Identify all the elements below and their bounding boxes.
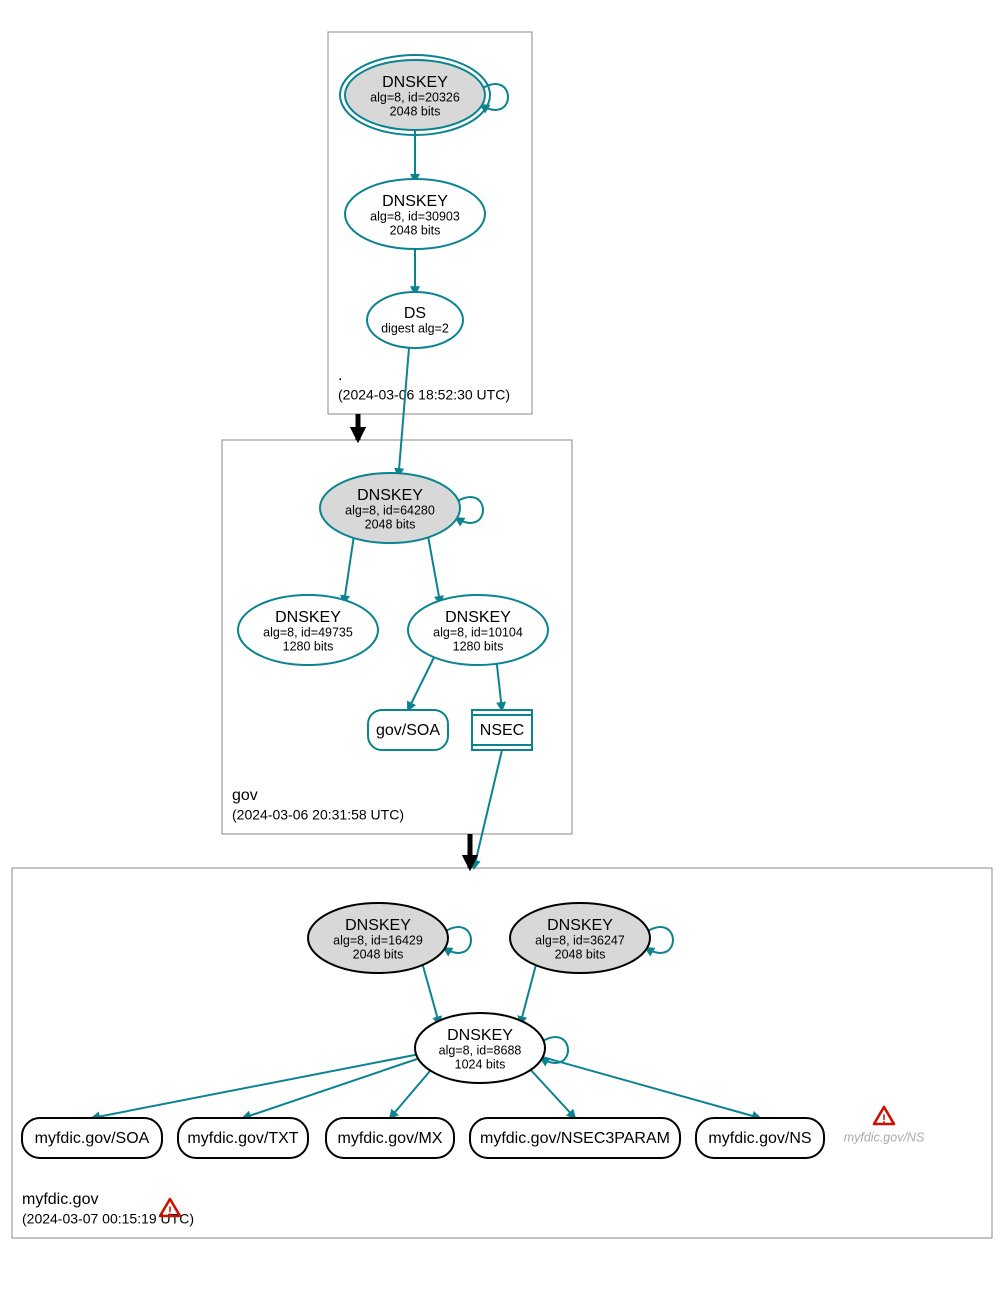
svg-text:1280 bits: 1280 bits xyxy=(453,639,504,653)
svg-text:DNSKEY: DNSKEY xyxy=(382,193,448,210)
svg-text:DNSKEY: DNSKEY xyxy=(547,917,613,934)
svg-text:DS: DS xyxy=(404,305,426,322)
svg-text:NSEC: NSEC xyxy=(480,722,524,739)
svg-text:myfdic.gov/SOA: myfdic.gov/SOA xyxy=(35,1130,150,1147)
svg-text:myfdic.gov/TXT: myfdic.gov/TXT xyxy=(187,1130,298,1147)
svg-text:myfdic.gov/NS: myfdic.gov/NS xyxy=(844,1130,925,1144)
svg-text:myfdic.gov/NSEC3PARAM: myfdic.gov/NSEC3PARAM xyxy=(480,1130,670,1147)
node-rr_txt: myfdic.gov/TXT xyxy=(178,1118,308,1158)
node-gov_ksk: DNSKEYalg=8, id=642802048 bits xyxy=(320,473,460,543)
svg-text:DNSKEY: DNSKEY xyxy=(345,917,411,934)
svg-text:DNSKEY: DNSKEY xyxy=(357,487,423,504)
svg-text:gov/SOA: gov/SOA xyxy=(376,722,440,739)
node-gov_zsk1: DNSKEYalg=8, id=497351280 bits xyxy=(238,595,378,665)
svg-text:2048 bits: 2048 bits xyxy=(365,517,416,531)
warning-icon: ! xyxy=(160,1199,180,1218)
svg-text:(2024-03-06 18:52:30 UTC): (2024-03-06 18:52:30 UTC) xyxy=(338,387,510,403)
svg-text:.: . xyxy=(338,367,342,384)
node-rr_ns: myfdic.gov/NS xyxy=(696,1118,824,1158)
node-my_zsk: DNSKEYalg=8, id=86881024 bits xyxy=(415,1013,545,1083)
svg-text:alg=8, id=10104: alg=8, id=10104 xyxy=(433,625,523,639)
svg-text:2048 bits: 2048 bits xyxy=(353,947,404,961)
warning-icon: ! xyxy=(874,1107,894,1126)
svg-text:1280 bits: 1280 bits xyxy=(283,639,334,653)
node-rr_soa: myfdic.gov/SOA xyxy=(22,1118,162,1158)
svg-text:DNSKEY: DNSKEY xyxy=(447,1027,513,1044)
node-my_ksk1: DNSKEYalg=8, id=164292048 bits xyxy=(308,903,448,973)
svg-text:DNSKEY: DNSKEY xyxy=(445,609,511,626)
svg-text:1024 bits: 1024 bits xyxy=(455,1057,506,1071)
svg-text:myfdic.gov: myfdic.gov xyxy=(22,1191,98,1208)
svg-text:alg=8, id=8688: alg=8, id=8688 xyxy=(439,1043,522,1057)
svg-text:DNSKEY: DNSKEY xyxy=(275,609,341,626)
node-root_ksk: DNSKEYalg=8, id=203262048 bits xyxy=(340,55,490,135)
svg-text:DNSKEY: DNSKEY xyxy=(382,74,448,91)
svg-text:alg=8, id=20326: alg=8, id=20326 xyxy=(370,90,460,104)
svg-text:(2024-03-06 20:31:58 UTC): (2024-03-06 20:31:58 UTC) xyxy=(232,807,404,823)
node-root_zsk: DNSKEYalg=8, id=309032048 bits xyxy=(345,179,485,249)
svg-text:myfdic.gov/MX: myfdic.gov/MX xyxy=(338,1130,443,1147)
node-gov_soa: gov/SOA xyxy=(368,710,448,750)
node-gov_nsec: NSEC xyxy=(472,710,532,750)
node-rr_mx: myfdic.gov/MX xyxy=(326,1118,454,1158)
node-rr_nsec3: myfdic.gov/NSEC3PARAM xyxy=(470,1118,680,1158)
nodes-layer: DNSKEYalg=8, id=203262048 bitsDNSKEYalg=… xyxy=(22,55,824,1158)
svg-text:alg=8, id=36247: alg=8, id=36247 xyxy=(535,933,625,947)
svg-text:alg=8, id=49735: alg=8, id=49735 xyxy=(263,625,353,639)
dnssec-diagram: . (2024-03-06 18:52:30 UTC) gov (2024-03-06… xyxy=(0,0,1004,1308)
node-my_ksk2: DNSKEYalg=8, id=362472048 bits xyxy=(510,903,650,973)
svg-text:gov: gov xyxy=(232,787,258,804)
svg-text:digest alg=2: digest alg=2 xyxy=(381,321,449,335)
svg-text:!: ! xyxy=(168,1204,172,1218)
svg-text:myfdic.gov/NS: myfdic.gov/NS xyxy=(708,1130,811,1147)
svg-text:2048 bits: 2048 bits xyxy=(555,947,606,961)
node-root_ds: DSdigest alg=2 xyxy=(367,292,463,348)
svg-text:2048 bits: 2048 bits xyxy=(390,223,441,237)
node-gov_zsk2: DNSKEYalg=8, id=101041280 bits xyxy=(408,595,548,665)
svg-text:alg=8, id=64280: alg=8, id=64280 xyxy=(345,503,435,517)
svg-text:2048 bits: 2048 bits xyxy=(390,104,441,118)
svg-text:alg=8, id=30903: alg=8, id=30903 xyxy=(370,209,460,223)
svg-text:!: ! xyxy=(882,1112,886,1126)
svg-text:alg=8, id=16429: alg=8, id=16429 xyxy=(333,933,423,947)
